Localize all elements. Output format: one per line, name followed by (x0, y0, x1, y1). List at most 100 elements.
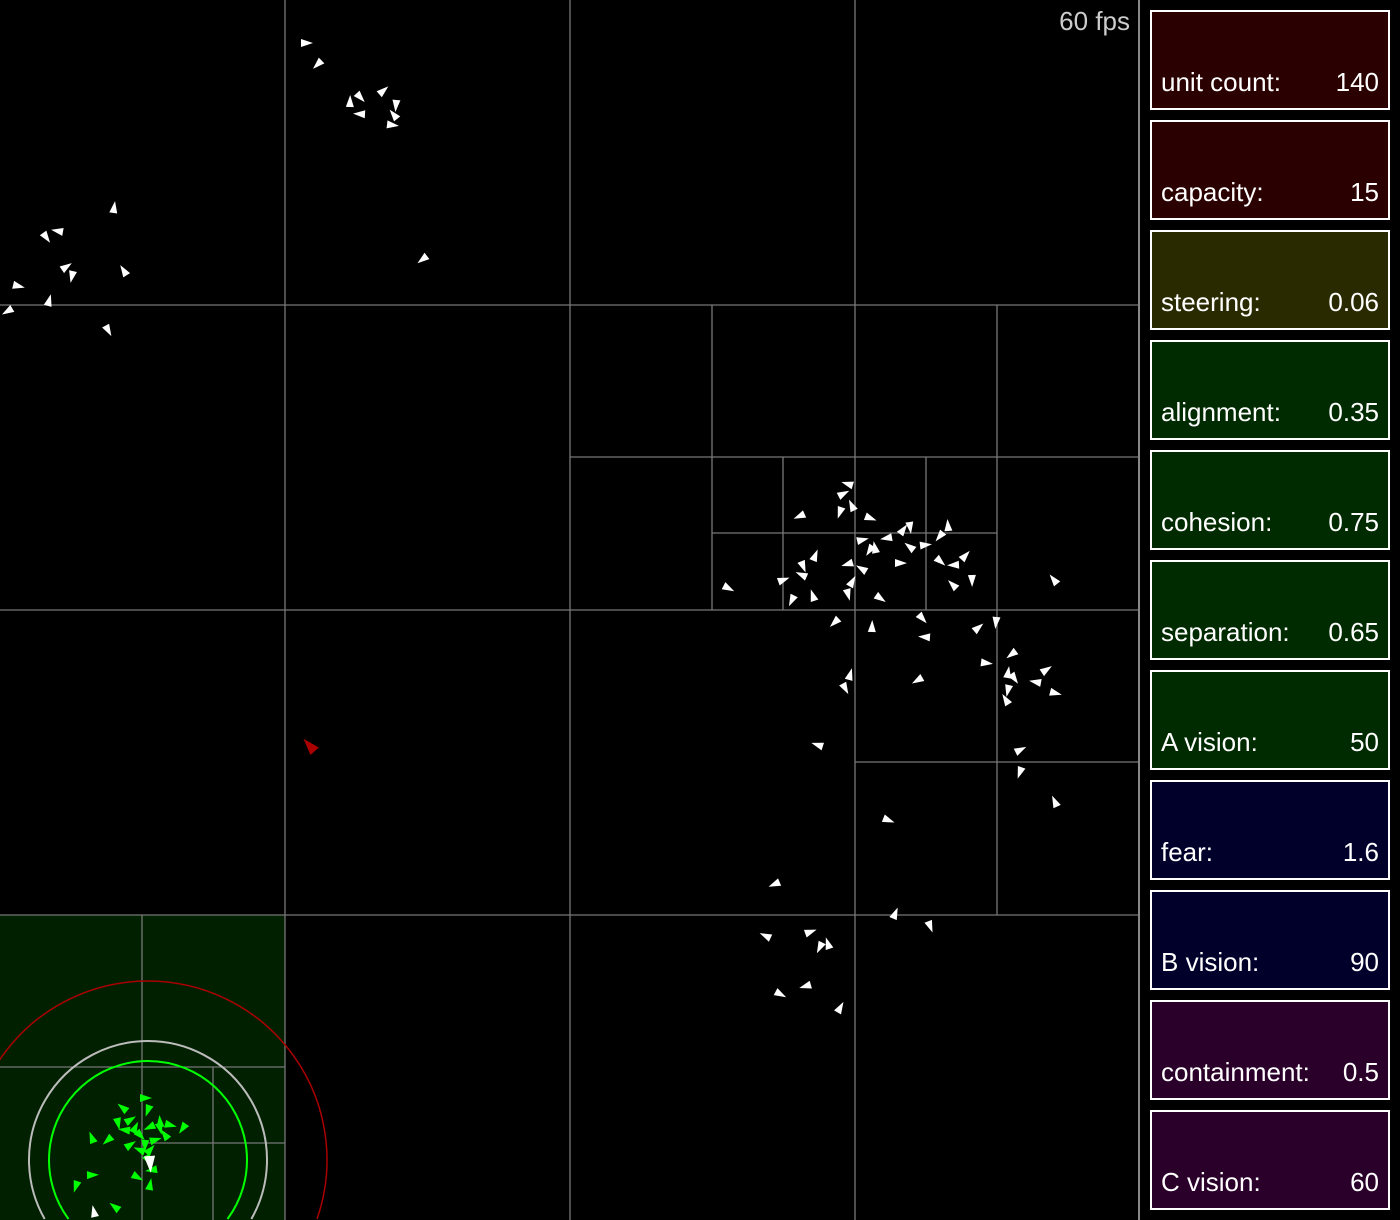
boid (759, 933, 773, 942)
boids (1, 39, 1062, 1218)
neighbor-boid (179, 1121, 190, 1134)
setting-separation[interactable]: separation: 0.65 (1150, 560, 1390, 660)
setting-unit-count[interactable]: unit count: 140 (1150, 10, 1390, 110)
boid (935, 529, 947, 542)
boid (389, 109, 401, 122)
boid (844, 668, 853, 681)
boid (836, 490, 850, 500)
boid (947, 560, 960, 569)
boid (905, 521, 914, 534)
boid (59, 263, 72, 274)
boid (721, 582, 735, 592)
neighbor-boid (145, 1178, 154, 1191)
boid (829, 615, 842, 627)
boid (873, 591, 886, 602)
boid (918, 633, 931, 642)
setting-value: 0.75 (1328, 507, 1379, 537)
boid (855, 565, 869, 575)
boid (392, 99, 401, 112)
neighbor-boid (73, 1180, 82, 1193)
neighbor-boid (141, 1139, 150, 1152)
boid (91, 1205, 99, 1218)
setting-label: unit count: (1161, 67, 1281, 97)
neighbor-boid (130, 1171, 144, 1181)
boid (795, 572, 809, 581)
boid (1049, 687, 1062, 696)
boid (102, 323, 112, 337)
boid (51, 227, 64, 236)
boid (904, 542, 917, 554)
setting-b-vision[interactable]: B vision: 90 (1150, 890, 1390, 990)
boid (896, 524, 908, 537)
boid (924, 919, 933, 933)
setting-value: 1.6 (1342, 837, 1379, 867)
boid (889, 907, 898, 921)
boid (911, 674, 925, 684)
boid (1002, 694, 1013, 707)
settings-panel: unit count: 140 capacity: 15 steering: 0.06 al… (1142, 0, 1400, 1220)
boid (856, 537, 869, 546)
fear-radius-circle (0, 980, 328, 1220)
neighbor-boid (164, 1119, 177, 1128)
boid (417, 252, 430, 264)
neighbor-boid (102, 1133, 115, 1145)
neighbor-boid (109, 1202, 122, 1214)
neighbor-boid (86, 1171, 99, 1180)
neighbor-boid (129, 1121, 139, 1135)
boid (1049, 574, 1061, 587)
setting-a-vision[interactable]: A vision: 50 (1150, 670, 1390, 770)
neighbor-boid (143, 1144, 155, 1157)
setting-value: 140 (1335, 67, 1379, 97)
setting-label: cohesion: (1161, 507, 1273, 537)
setting-label: containment: (1161, 1057, 1310, 1087)
a-vision-circle (48, 1060, 248, 1220)
boid (1052, 795, 1061, 809)
boid (971, 623, 984, 635)
boid (1006, 647, 1019, 659)
neighbor-boid (143, 1121, 157, 1130)
boid (863, 512, 877, 521)
neighbor-boid (123, 1116, 136, 1127)
setting-steering[interactable]: steering: 0.06 (1150, 230, 1390, 330)
setting-value: 50 (1350, 727, 1379, 757)
boid (846, 575, 856, 589)
setting-value: 60 (1350, 1167, 1379, 1197)
neighbor-boid (133, 1128, 145, 1141)
boid (353, 90, 365, 103)
neighbor-boid (89, 1131, 98, 1145)
setting-label: C vision: (1161, 1167, 1261, 1197)
boid (120, 265, 131, 278)
setting-cohesion[interactable]: cohesion: 0.75 (1150, 450, 1390, 550)
neighbor-boid (149, 1137, 162, 1146)
neighbor-boid (145, 1103, 154, 1117)
boid (992, 616, 1001, 629)
boid (825, 937, 834, 950)
boid (12, 280, 25, 289)
boid (793, 510, 807, 519)
setting-containment[interactable]: containment: 0.5 (1150, 1000, 1390, 1100)
setting-value: 0.35 (1328, 397, 1379, 427)
setting-fear[interactable]: fear: 1.6 (1150, 780, 1390, 880)
setting-c-vision[interactable]: C vision: 60 (1150, 1110, 1390, 1210)
boid (809, 549, 818, 563)
neighbor-boid (133, 1147, 147, 1156)
setting-capacity[interactable]: capacity: 15 (1150, 120, 1390, 220)
setting-label: fear: (1161, 837, 1214, 867)
boid (842, 588, 851, 601)
neighbor-boid (117, 1103, 130, 1115)
boid (773, 988, 787, 998)
boid (837, 505, 846, 519)
simulation-canvas[interactable] (0, 0, 1140, 1220)
setting-alignment[interactable]: alignment: 0.35 (1150, 340, 1390, 440)
boid (768, 878, 782, 887)
boid (881, 814, 895, 823)
boid (841, 558, 854, 567)
setting-label: B vision: (1161, 947, 1260, 977)
selected-boid (143, 1155, 156, 1173)
boid (944, 519, 953, 532)
boid (109, 201, 118, 214)
setting-label: separation: (1161, 617, 1290, 647)
boid (948, 580, 960, 592)
boid (834, 1001, 844, 1015)
boid (1007, 671, 1019, 684)
